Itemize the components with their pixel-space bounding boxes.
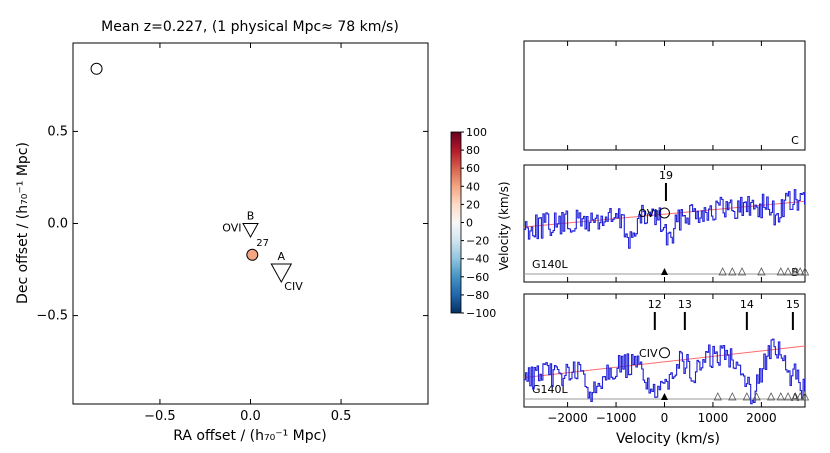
spectrum-panel: B G140L OVI 19 [523,164,810,283]
ion-label: CIV [639,347,658,360]
x-tick-label: 0.5 [331,409,352,424]
feature-marker [800,267,810,276]
feature-marker [728,392,737,401]
spectrum-x-tick-label: 0 [661,411,669,425]
colorbar-tick-label: −80 [466,289,489,302]
sightline-name: A [278,250,286,263]
feature-marker [796,392,805,401]
spectrum-panel: C [523,40,806,151]
feature-marker [800,392,810,401]
panel-corner-label: B [791,266,799,279]
feature-marker [791,392,800,401]
chart-title: Mean z=0.227, (1 physical Mpc≈ 78 km/s) [101,19,399,35]
grating-label: G140L [532,383,569,396]
colorbar-tick-label: 0 [466,217,473,230]
absorber-id-label: 12 [648,298,662,311]
continuum-fit-line [523,345,806,379]
colorbar-tick-label: −60 [466,271,489,284]
colorbar-tick-label: 40 [466,180,480,193]
scatter-marks: 27 B OVI A CIV [90,62,303,293]
feature-marker [783,392,793,401]
spectrum-x-tick-label: 2000 [746,411,777,425]
scatter-y-axis-label: Dec offset / (h₇₀⁻¹ Mpc) [15,142,31,304]
absorber-id-label: 14 [740,298,754,311]
y-tick-label: 0.0 [47,217,68,232]
galaxy-point [246,248,259,261]
colorbar-tick-label: −100 [466,307,496,320]
colorbar-tick-label: 80 [466,144,480,157]
spectrum-axes-frame [523,40,806,151]
continuum-fit-line [523,200,806,228]
panel-corner-label: A [791,391,799,404]
feature-marker [796,267,805,276]
feature-marker [713,392,722,401]
colorbar-tick-label: −20 [466,235,489,248]
scatter-x-ticks: −0.5 0.0 0.5 [144,43,351,424]
feature-marker [737,267,747,276]
feature-marker [742,392,752,401]
galaxy-point [90,62,103,75]
colorbar [450,131,462,314]
feature-marker [728,267,737,276]
feature-marker [766,392,776,401]
spectrum-panel: A G140L CIV 12 13 15 14 −2000 −1000 0 1000 2000 [523,293,810,425]
flux-spectrum-line [524,338,806,405]
grating-label: G140L [532,258,569,271]
y-tick-label: −0.5 [36,309,68,324]
absorber-id-label: 15 [786,298,800,311]
colorbar-tick-label: 100 [466,126,487,139]
flux-spectrum-line [524,189,806,249]
galaxy-velocity-label: 27 [256,238,269,249]
colorbar-tick-label: −40 [466,253,489,266]
feature-marker [776,267,785,276]
systemic-velocity-marker [661,393,668,400]
scatter-y-ticks: 0.5 0.0 −0.5 [36,124,428,324]
absorber-id-label: 19 [659,169,673,182]
sightline-ion: CIV [284,280,303,293]
spectrum-x-tick-label: −2000 [547,411,588,425]
sightline-name: B [247,210,255,223]
spectrum-x-tick-label: −1000 [596,411,637,425]
colorbar-ticks: 100 80 60 40 20 0 −20 −40 −60 −80 −100 [461,126,496,320]
spectrum-x-tick-label: 1000 [698,411,729,425]
feature-marker [791,267,800,276]
feature-marker [776,392,785,401]
feature-marker [752,392,761,401]
spectrum-y-axis-label: Velocity (km/s) [497,181,511,270]
line-center-marker [659,347,670,359]
x-tick-label: −0.5 [144,409,176,424]
absorber-id-label: 13 [678,298,692,311]
feature-marker [718,267,727,276]
ion-label: OVI [638,207,657,220]
spectrum-panels: C B G140L OVI 19 A G140L CIV 12 13 15 14 −2000 −1000 0… [523,40,810,425]
x-tick-label: 0.0 [240,409,261,424]
colorbar-tick-label: 20 [466,198,480,211]
panel-corner-label: C [791,134,799,147]
y-tick-label: 0.5 [47,124,68,139]
feature-marker [757,267,766,276]
sightline-marker [242,223,259,239]
systemic-velocity-marker [661,268,668,275]
scatter-x-axis-label: RA offset / (h₇₀⁻¹ Mpc) [173,428,327,444]
colorbar-tick-label: 60 [466,162,480,175]
line-center-marker [659,207,670,219]
spectrum-x-axis-label: Velocity (km/s) [616,431,720,447]
sightline-ion: OVI [222,222,241,235]
sightline-marker [270,263,293,284]
feature-marker [783,267,793,276]
